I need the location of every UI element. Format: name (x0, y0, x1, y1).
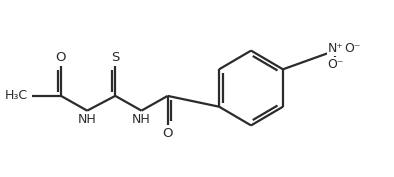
Text: H₃C: H₃C (5, 89, 28, 102)
Text: O⁻: O⁻ (345, 42, 361, 55)
Text: S: S (111, 51, 119, 64)
Text: N⁺: N⁺ (327, 42, 344, 55)
Text: O: O (162, 127, 173, 140)
Text: NH: NH (78, 113, 97, 126)
Text: NH: NH (132, 113, 151, 126)
Text: O⁻: O⁻ (327, 58, 344, 71)
Text: O: O (56, 51, 66, 64)
